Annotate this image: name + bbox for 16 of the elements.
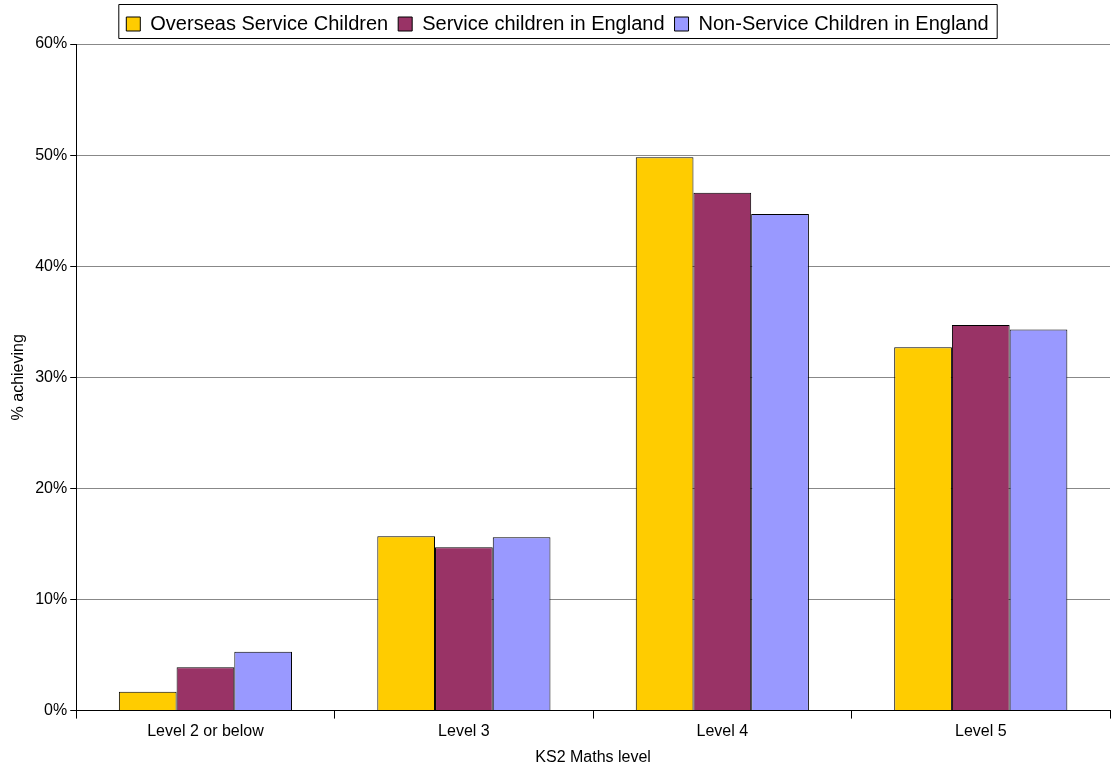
y-tick-label: 30% bbox=[35, 367, 68, 385]
x-tick-label: Level 5 bbox=[954, 721, 1007, 739]
y-tick-label: 20% bbox=[35, 478, 68, 496]
legend-label: Overseas Service Children bbox=[150, 11, 389, 34]
y-tick-label: 40% bbox=[35, 256, 68, 274]
x-axis-title: KS2 Maths level bbox=[535, 747, 651, 765]
legend-label: Service children in England bbox=[422, 11, 665, 34]
y-tick-label: 50% bbox=[35, 145, 68, 163]
y-tick-label: 60% bbox=[35, 34, 68, 52]
x-tick-label: Level 2 or below bbox=[147, 721, 265, 739]
legend-label: Non-Service Children in England bbox=[698, 11, 989, 34]
y-tick-label: 0% bbox=[44, 701, 68, 719]
x-tick-label: Level 4 bbox=[696, 721, 749, 739]
x-tick-label: Level 3 bbox=[438, 721, 490, 739]
y-tick-label: 10% bbox=[35, 589, 68, 607]
y-axis-title: % achieving bbox=[9, 334, 27, 421]
